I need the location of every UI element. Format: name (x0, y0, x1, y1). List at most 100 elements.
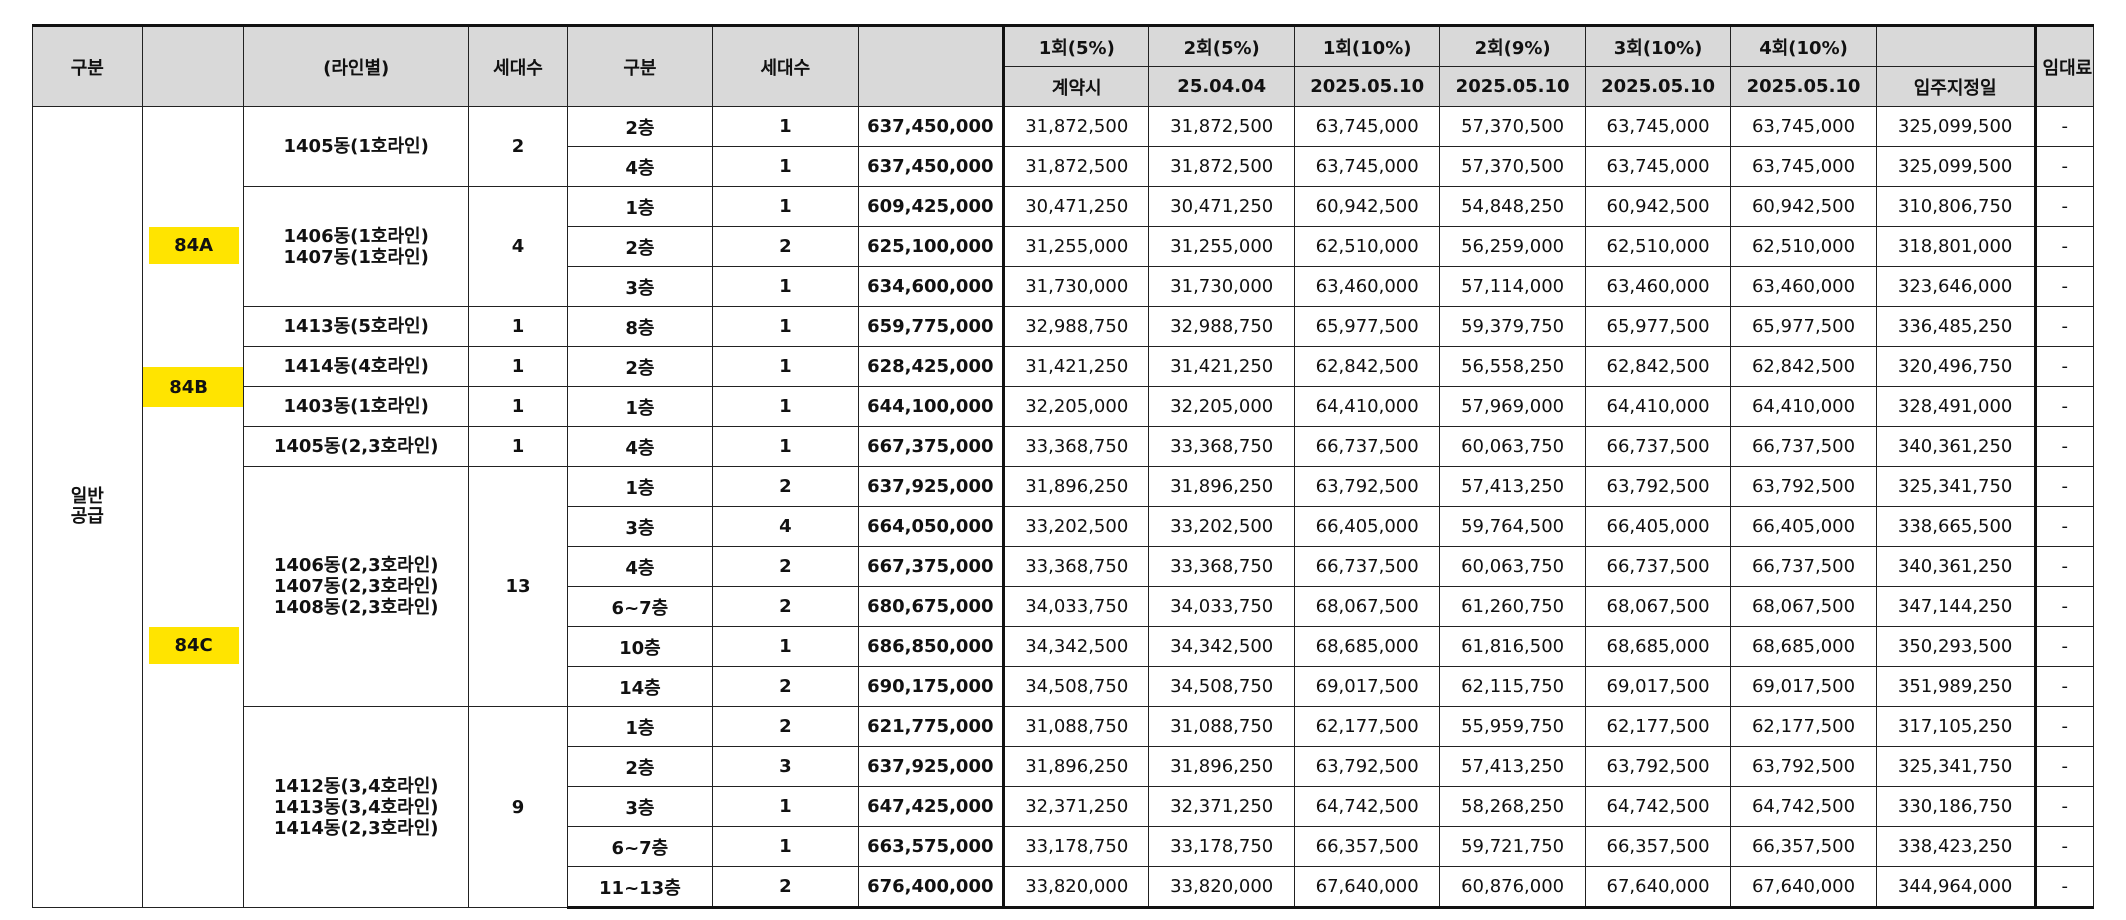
floor-cell: 2층 (566, 346, 714, 387)
payment-cell: 65,977,500 (1730, 306, 1877, 347)
floor-households-cell: 1 (712, 386, 859, 427)
payment-cell: 60,942,500 (1584, 186, 1732, 227)
payment-cell: 64,410,000 (1293, 386, 1441, 427)
line-cell: 1405동(1호라인) (242, 106, 470, 187)
total-price-cell: 634,600,000 (857, 266, 1006, 307)
household-count-cell: 13 (468, 466, 568, 707)
payment-cell: 59,379,750 (1439, 306, 1586, 347)
payment-cell: 33,178,750 (1003, 826, 1150, 867)
payment-cell: 31,896,250 (1148, 746, 1295, 787)
type-label: 84A (148, 227, 239, 264)
rent-cell: - (2034, 306, 2095, 347)
type-column: 84A 84B 84C (141, 106, 245, 908)
table-row: 6~7층 1 663,575,000 33,178,750 33,178,750 66,3… (33, 826, 2095, 867)
table-row: 1414동(4호라인) 1 2층 1 628,425,000 31,421,250 31,4… (33, 346, 2095, 387)
total-price-cell: 667,375,000 (857, 546, 1006, 587)
floor-cell: 11~13층 (566, 866, 714, 909)
floor-cell: 10층 (566, 626, 714, 667)
total-price-cell: 637,450,000 (857, 146, 1006, 187)
payment-cell: 63,745,000 (1293, 106, 1441, 147)
header-balance-blank (1875, 24, 2037, 67)
payment-cell: 69,017,500 (1293, 666, 1441, 707)
payment-cell: 34,508,750 (1003, 666, 1150, 707)
payment-cell: 34,033,750 (1148, 586, 1295, 627)
floor-households-cell: 1 (712, 186, 859, 227)
payment-cell: 68,067,500 (1730, 586, 1877, 627)
line-label: 1413동(3,4호라인) (273, 796, 439, 818)
line-label: 1405동(1호라인) (283, 136, 429, 157)
payment-cell: 68,685,000 (1584, 626, 1732, 667)
payment-cell: 66,357,500 (1584, 826, 1732, 867)
payment-cell: 31,088,750 (1003, 706, 1150, 747)
header-balance: 입주지정일 (1875, 66, 2037, 107)
header-gubun-floor: 구분 (566, 24, 714, 107)
table-row: 1406동(2,3호라인) 1407동(2,3호라인) 1408동(2,3호라인) 1… (33, 466, 2095, 707)
household-count-cell: 4 (468, 186, 568, 307)
total-price-cell: 676,400,000 (857, 866, 1006, 909)
payment-cell: 63,792,500 (1730, 466, 1877, 507)
header-pay-label: 1회(10%) (1293, 24, 1441, 67)
total-price-cell: 644,100,000 (857, 386, 1006, 427)
floor-cell: 3층 (566, 506, 714, 547)
type-label: 84B (143, 367, 243, 407)
header-households-floor: 세대수 (712, 24, 859, 107)
rent-cell: - (2034, 506, 2095, 547)
header-pay-label: 2회(9%) (1439, 24, 1586, 67)
payment-cell: 31,872,500 (1148, 106, 1295, 147)
floor-cell: 2층 (566, 746, 714, 787)
line-cell: 1405동(2,3호라인) (242, 426, 470, 467)
table-row: 1405동(2,3호라인) 1 4층 1 667,375,000 33,368,750 33… (33, 426, 2095, 467)
table-row: 3층 4 664,050,000 33,202,500 33,202,500 66,405… (33, 506, 2095, 547)
total-price-cell: 667,375,000 (857, 426, 1006, 467)
payment-cell: 34,508,750 (1148, 666, 1295, 707)
payment-cell: 59,764,500 (1439, 506, 1586, 547)
floor-cell: 14층 (566, 666, 714, 707)
payment-cell: 32,205,000 (1003, 386, 1150, 427)
payment-cell: 31,255,000 (1003, 226, 1150, 267)
table-row: 4층 2 667,375,000 33,368,750 33,368,750 66,737… (33, 546, 2095, 587)
balance-cell: 328,491,000 (1875, 386, 2037, 427)
floor-households-cell: 3 (712, 746, 859, 787)
payment-cell: 62,510,000 (1584, 226, 1732, 267)
category-line: 일반 (70, 486, 104, 507)
line-label: 1407동(2,3호라인) (273, 576, 439, 597)
balance-cell: 338,665,500 (1875, 506, 2037, 547)
table-row: 2층 3 637,925,000 31,896,250 31,896,250 63,792… (33, 746, 2095, 787)
balance-cell: 347,144,250 (1875, 586, 2037, 627)
line-label: 1414동(2,3호라인) (273, 817, 439, 839)
payment-cell: 69,017,500 (1584, 666, 1732, 707)
payment-cell: 61,260,750 (1439, 586, 1586, 627)
payment-cell: 31,730,000 (1003, 266, 1150, 307)
payment-cell: 58,268,250 (1439, 786, 1586, 827)
payment-cell: 31,896,250 (1003, 466, 1150, 507)
header-pay-date: 2025.05.10 (1293, 66, 1441, 107)
payment-cell: 64,742,500 (1730, 786, 1877, 827)
header-pay-label: 2회(5%) (1148, 24, 1295, 67)
floor-households-cell: 1 (712, 826, 859, 867)
balance-cell: 325,099,500 (1875, 146, 2037, 187)
rent-cell: - (2034, 426, 2095, 467)
line-cell: 1412동(3,4호라인) 1413동(3,4호라인) 1414동(2,3호라인) (242, 706, 470, 908)
rent-cell: - (2034, 346, 2095, 387)
payment-cell: 34,342,500 (1003, 626, 1150, 667)
payment-cell: 66,737,500 (1730, 426, 1877, 467)
floor-households-cell: 2 (712, 466, 859, 507)
floor-households-cell: 2 (712, 226, 859, 267)
rent-cell: - (2034, 466, 2095, 507)
payment-cell: 31,421,250 (1003, 346, 1150, 387)
floor-cell: 1층 (566, 186, 714, 227)
rent-cell: - (2034, 266, 2095, 307)
payment-cell: 63,792,500 (1293, 746, 1441, 787)
payment-cell: 64,742,500 (1293, 786, 1441, 827)
header-type-blank (141, 24, 245, 107)
header-pay-label: 4회(10%) (1730, 24, 1877, 67)
payment-cell: 33,368,750 (1148, 546, 1295, 587)
payment-cell: 30,471,250 (1003, 186, 1150, 227)
floor-households-cell: 2 (712, 586, 859, 627)
household-count-cell: 1 (468, 306, 568, 347)
payment-schedule-table: 구분 (라인별) 세대수 구분 세대수 1회(5%) 2회(5%) 1회(10%… (32, 24, 2095, 909)
table-row: 4층 1 637,450,000 31,872,500 31,872,500 63,745… (33, 146, 2095, 187)
table-body: 일반 공급 84A 84B 84C 1405동(1호라인) 2 2층 1 637,450,000 3… (32, 106, 2095, 909)
category-line: 공급 (70, 506, 104, 527)
type-label: 84C (148, 627, 239, 664)
